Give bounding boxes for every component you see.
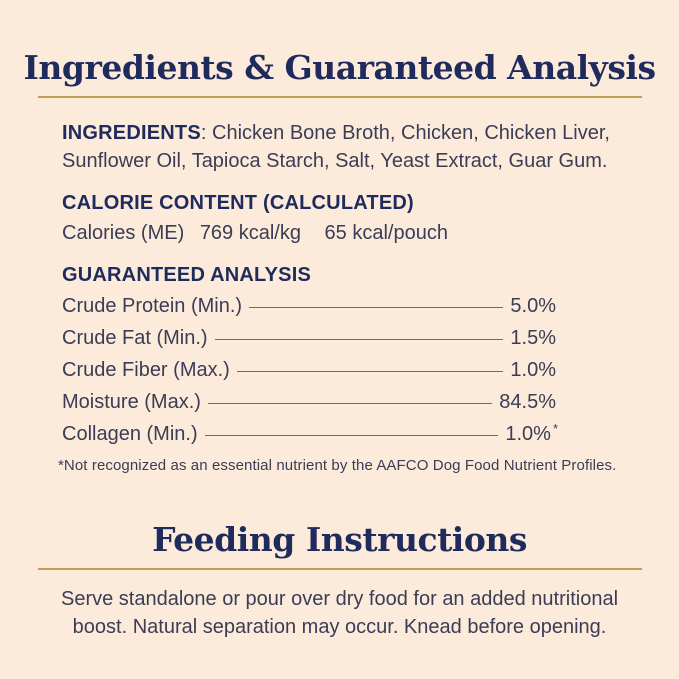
guaranteed-analysis-table: Crude Protein (Min.) 5.0% Crude Fat (Min…: [62, 290, 558, 450]
analysis-row-value: 1.0% *: [505, 420, 558, 446]
footnote-marker: *: [552, 420, 558, 436]
leader-line: [249, 306, 504, 308]
analysis-row-crude-protein: Crude Protein (Min.) 5.0%: [62, 290, 556, 322]
leader-line: [214, 338, 504, 340]
calories-me-label: Calories (ME): [62, 222, 185, 244]
analysis-row-collagen: Collagen (Min.) 1.0% *: [62, 418, 558, 450]
analysis-row-value: 1.5%: [510, 327, 556, 350]
analysis-value-text: 1.5%: [510, 326, 556, 349]
aafco-footnote: *Not recognized as an essential nutrient…: [58, 457, 617, 474]
analysis-row-label: Moisture (Max.): [62, 390, 201, 413]
calories-per-pouch-value: 65 kcal/pouch: [324, 222, 448, 244]
calories-per-kg-value: 769 kcal/kg: [199, 222, 301, 244]
calorie-content-heading: CALORIE CONTENT (CALCULATED): [62, 192, 414, 214]
leader-line: [207, 402, 493, 404]
feeding-instructions-title: Feeding Instructions: [152, 520, 527, 559]
analysis-row-label: Collagen (Min.): [62, 422, 198, 445]
feeding-instructions-text: Serve standalone or pour over dry food f…: [60, 588, 619, 638]
ingredients-list-text: : Chicken Bone Broth, Chicken, Chicken L…: [62, 122, 610, 172]
gold-divider-bottom: [37, 568, 642, 570]
analysis-content: INGREDIENTS: Chicken Bone Broth, Chicken…: [58, 119, 618, 474]
analysis-row-label: Crude Fiber (Max.): [62, 358, 230, 381]
leader-line: [204, 434, 499, 436]
analysis-value-text: 84.5%: [499, 390, 556, 413]
analysis-row-value: 1.0%: [510, 359, 556, 382]
calorie-values-line: Calories (ME) 769 kcal/kg 65 kcal/pouch: [62, 220, 618, 247]
ingredients-label: INGREDIENTS: [62, 122, 201, 144]
analysis-row-moisture: Moisture (Max.) 84.5%: [62, 386, 556, 418]
gold-divider-top: [37, 96, 642, 98]
guaranteed-analysis-heading: GUARANTEED ANALYSIS: [62, 264, 312, 286]
ingredients-analysis-title: Ingredients & Guaranteed Analysis: [23, 48, 656, 87]
analysis-value-text: 1.0%: [505, 422, 551, 445]
analysis-row-crude-fiber: Crude Fiber (Max.) 1.0%: [62, 354, 556, 386]
analysis-value-text: 5.0%: [510, 294, 556, 317]
analysis-value-text: 1.0%: [510, 358, 556, 381]
analysis-row-crude-fat: Crude Fat (Min.) 1.5%: [62, 322, 556, 354]
analysis-row-value: 84.5%: [499, 391, 556, 414]
leader-line: [236, 370, 504, 372]
ingredients-paragraph: INGREDIENTS: Chicken Bone Broth, Chicken…: [62, 119, 618, 175]
analysis-row-value: 5.0%: [510, 295, 556, 318]
analysis-row-label: Crude Protein (Min.): [62, 294, 243, 317]
analysis-row-label: Crude Fat (Min.): [62, 326, 208, 349]
